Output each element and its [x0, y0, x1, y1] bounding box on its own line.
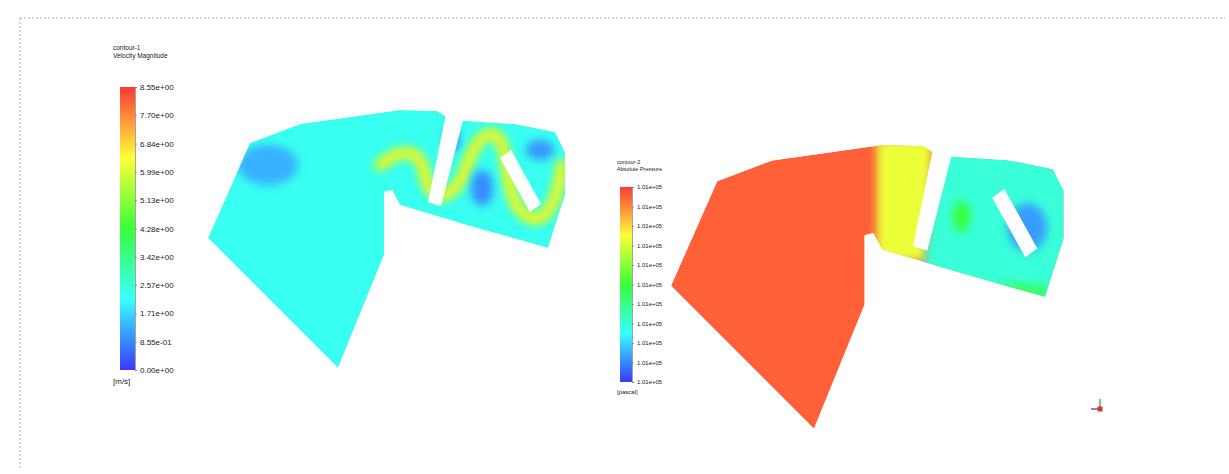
- contour-regions: [208, 110, 565, 368]
- tick-label: 6.84e+00: [140, 140, 174, 149]
- tick-label: 1.01e+05: [637, 360, 663, 366]
- tick-label: 1.01e+05: [637, 262, 663, 268]
- tick-label: 0.00e+00: [140, 366, 174, 375]
- tick-mark: [135, 229, 137, 230]
- tick: 1.01e+05: [632, 184, 663, 190]
- tick-label: 1.01e+05: [637, 321, 663, 327]
- tick-mark: [632, 363, 634, 364]
- tick: 1.01e+05: [632, 321, 663, 327]
- baffle: [992, 189, 1037, 257]
- tick-label: 1.01e+05: [637, 301, 663, 307]
- colorbar-axis-line: [136, 88, 138, 371]
- tick-label: 1.71e+00: [140, 309, 174, 318]
- colorbar: [620, 187, 632, 382]
- tick: 1.01e+05: [632, 262, 663, 268]
- tick-mark: [135, 115, 137, 116]
- contour-region: [380, 134, 562, 219]
- tick-label: 4.28e+00: [140, 225, 174, 234]
- tick: 8.55e-01: [135, 338, 172, 347]
- tick-label: 1.01e+05: [637, 204, 663, 210]
- tick-mark: [135, 257, 137, 258]
- tick-label: 2.57e+00: [140, 281, 174, 290]
- tick-mark: [135, 370, 137, 371]
- tick: 1.01e+05: [632, 223, 663, 229]
- tick-mark: [632, 382, 634, 383]
- baffle: [500, 150, 541, 212]
- tick-mark: [135, 285, 137, 286]
- contour-region: [238, 145, 298, 185]
- tick-label: 1.01e+05: [637, 243, 663, 249]
- tick-label: 5.99e+00: [140, 168, 174, 177]
- contour-subtitle: Velocity Magnitude: [113, 52, 168, 60]
- colorbar-axis: 0.00e+00 8.55e-01 1.71e+00 2.57e+00 3.42e+00…: [135, 83, 174, 375]
- colorbar: [120, 87, 135, 370]
- contour-region: [380, 134, 562, 219]
- tick-mark: [632, 265, 634, 266]
- tick-mark: [135, 313, 137, 314]
- baffle: [913, 149, 952, 250]
- tick: 5.99e+00: [135, 168, 174, 177]
- tick-mark: [135, 144, 137, 145]
- colorbar-unit: [pascal]: [617, 389, 638, 395]
- tick: 1.71e+00: [135, 309, 174, 318]
- colorbar-axis-line: [633, 188, 635, 383]
- tick-label: 8.55e+00: [140, 83, 174, 92]
- page: 0.00e+00 8.55e-01 1.71e+00 2.57e+00 3.42e+00…: [0, 0, 1229, 474]
- tick-label: 1.01e+05: [637, 223, 663, 229]
- contour-field: [208, 110, 565, 368]
- tick-label: 5.13e+00: [140, 196, 174, 205]
- colorbar-axis: 1.01e+05 1.01e+05 1.01e+05 1.01e+05 1.01e+05…: [632, 184, 663, 385]
- page-frame: [20, 18, 21, 470]
- tick-mark: [135, 342, 137, 343]
- tick-mark: [135, 172, 137, 173]
- tick: 0.00e+00: [135, 366, 174, 375]
- colorbar-unit: [m/s]: [113, 377, 130, 386]
- tick-mark: [632, 226, 634, 227]
- baffle: [428, 114, 463, 206]
- contour-region: [987, 284, 1053, 299]
- contour-region: [208, 110, 565, 368]
- tick-label: 1.01e+05: [637, 379, 663, 385]
- tick-mark: [632, 246, 634, 247]
- triad-origin: [1098, 407, 1103, 412]
- tick-label: 3.42e+00: [140, 253, 174, 262]
- contour-regions: [671, 140, 1075, 429]
- tick: 7.70e+00: [135, 111, 174, 120]
- contour-region: [526, 140, 554, 160]
- tick: 8.55e+00: [135, 83, 174, 92]
- contour-region: [471, 170, 493, 206]
- tick: 1.01e+05: [632, 340, 663, 346]
- tick: 1.01e+05: [632, 301, 663, 307]
- tick: 4.28e+00: [135, 225, 174, 234]
- tick: 5.13e+00: [135, 196, 174, 205]
- tick-mark: [632, 304, 634, 305]
- tick: 1.01e+05: [632, 243, 663, 249]
- tick-label: 1.01e+05: [637, 184, 663, 190]
- contour-title: contour-2: [617, 159, 640, 165]
- contour-region: [953, 201, 971, 232]
- tick: 1.01e+05: [632, 379, 663, 385]
- tick-label: 1.01e+05: [637, 282, 663, 288]
- tick: 2.57e+00: [135, 281, 174, 290]
- axis-triad: [1091, 399, 1103, 412]
- tick-mark: [632, 207, 634, 208]
- tick: 1.01e+05: [632, 282, 663, 288]
- contour-subtitle: Absolute Pressure: [617, 166, 662, 172]
- tick: 1.01e+05: [632, 204, 663, 210]
- contour-field: [671, 140, 1075, 429]
- tick-label: 1.01e+05: [637, 340, 663, 346]
- page-frame: [20, 18, 1225, 19]
- tick: 6.84e+00: [135, 140, 174, 149]
- tick-mark: [632, 285, 634, 286]
- tick-mark: [632, 343, 634, 344]
- tick: 1.01e+05: [632, 360, 663, 366]
- tick-mark: [135, 200, 137, 201]
- contour-title: contour-1: [113, 44, 141, 51]
- tick-label: 8.55e-01: [140, 338, 172, 347]
- tick-mark: [135, 87, 137, 88]
- tick-mark: [632, 324, 634, 325]
- tick: 3.42e+00: [135, 253, 174, 262]
- tick-label: 7.70e+00: [140, 111, 174, 120]
- tick-mark: [632, 187, 634, 188]
